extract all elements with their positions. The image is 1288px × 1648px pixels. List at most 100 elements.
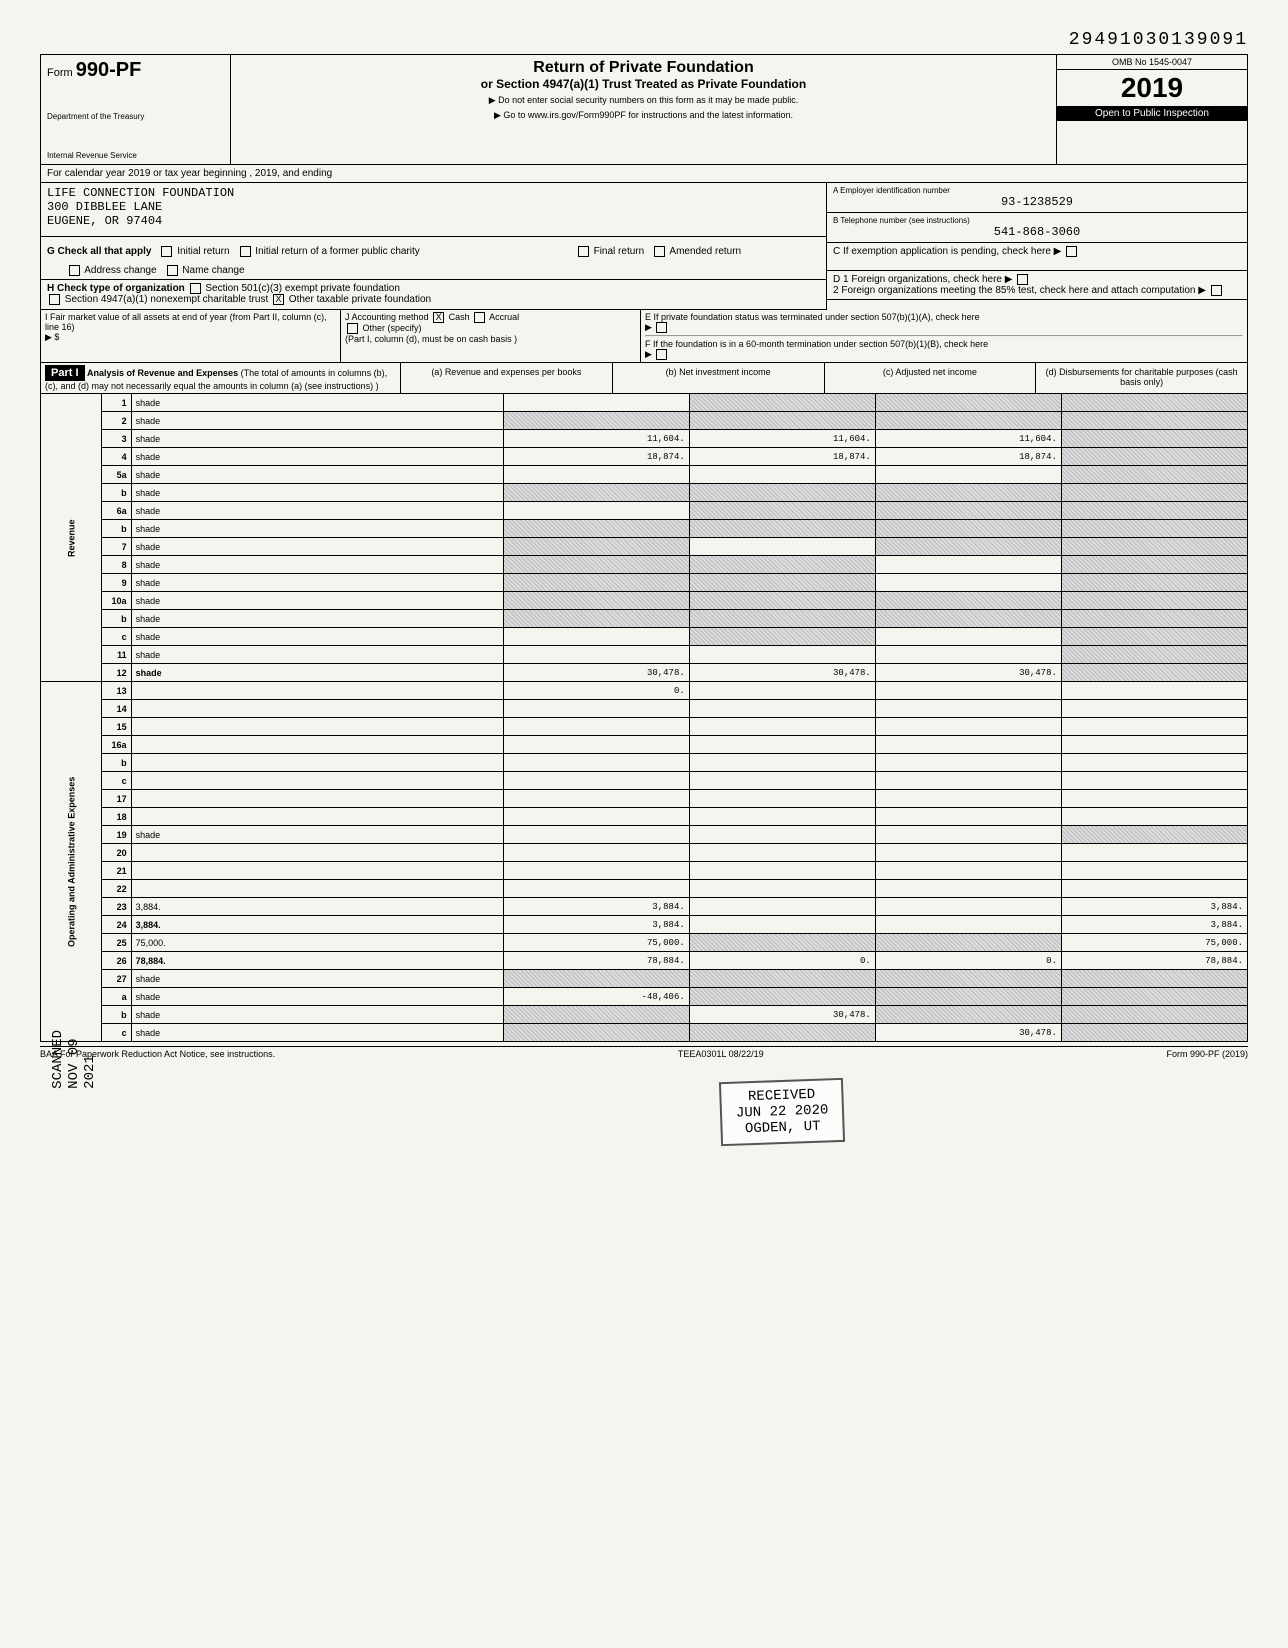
line-description: shade [131, 520, 503, 538]
amount-cell [1061, 538, 1247, 556]
amount-cell [875, 862, 1061, 880]
table-row: 21 [41, 862, 1248, 880]
amount-cell [875, 826, 1061, 844]
j-cash: Cash [449, 312, 470, 322]
table-row: 2678,884.78,884.0.0.78,884. [41, 952, 1248, 970]
j-label: J Accounting method [345, 312, 429, 322]
amount-cell [875, 682, 1061, 700]
checkbox-amended[interactable] [654, 246, 665, 257]
table-row: 12shade30,478.30,478.30,478. [41, 664, 1248, 682]
line-description [131, 718, 503, 736]
amount-cell: 30,478. [875, 664, 1061, 682]
amount-cell [503, 466, 689, 484]
amount-cell [689, 484, 875, 502]
amount-cell [689, 862, 875, 880]
checkbox-address-change[interactable] [69, 265, 80, 276]
checkbox-initial-return[interactable] [161, 246, 172, 257]
amount-cell [1061, 664, 1247, 682]
amount-cell [689, 988, 875, 1006]
amount-cell [689, 646, 875, 664]
amount-cell [875, 520, 1061, 538]
checkbox-d1[interactable] [1017, 274, 1028, 285]
form-title: Return of Private Foundation [239, 59, 1048, 77]
checkbox-final-return[interactable] [578, 246, 589, 257]
phone-label: B Telephone number (see instructions) [833, 216, 1241, 225]
line-description: shade [131, 556, 503, 574]
public-inspection: Open to Public Inspection [1057, 106, 1247, 121]
tax-year: 2019 [1057, 70, 1247, 106]
amount-cell [1061, 610, 1247, 628]
line-number: 8 [101, 556, 131, 574]
line-description: shade [131, 394, 503, 412]
line-number: 15 [101, 718, 131, 736]
amount-cell: 0. [875, 952, 1061, 970]
checkbox-name-change[interactable] [167, 265, 178, 276]
table-row: 18 [41, 808, 1248, 826]
j-accrual: Accrual [489, 312, 519, 322]
line-number: 2 [101, 412, 131, 430]
line-number: 5a [101, 466, 131, 484]
line-description: shade [131, 430, 503, 448]
checkbox-f[interactable] [656, 349, 667, 360]
line-number: 3 [101, 430, 131, 448]
line-number: 14 [101, 700, 131, 718]
line-description: shade [131, 412, 503, 430]
table-row: Revenue1shade [41, 394, 1248, 412]
amount-cell [503, 628, 689, 646]
amount-cell [1061, 628, 1247, 646]
checkbox-e[interactable] [656, 322, 667, 333]
checkbox-d2[interactable] [1211, 285, 1222, 296]
line-number: 21 [101, 862, 131, 880]
checkbox-501c3[interactable] [190, 283, 201, 294]
line-number: b [101, 484, 131, 502]
amount-cell [875, 646, 1061, 664]
amount-cell [875, 808, 1061, 826]
line-description: shade [131, 592, 503, 610]
revenue-section-label: Revenue [41, 394, 102, 682]
checkbox-other-taxable[interactable]: X [273, 294, 284, 305]
part1-title: Analysis of Revenue and Expenses [87, 368, 238, 378]
checkbox-4947a1[interactable] [49, 294, 60, 305]
line-number: 26 [101, 952, 131, 970]
amount-cell [689, 772, 875, 790]
amount-cell [1061, 592, 1247, 610]
line-number: 9 [101, 574, 131, 592]
line-description: 78,884. [131, 952, 503, 970]
line-description: shade [131, 502, 503, 520]
line-description: shade [131, 448, 503, 466]
amount-cell [503, 574, 689, 592]
amount-cell [1061, 556, 1247, 574]
amount-cell [503, 556, 689, 574]
amount-cell [503, 1024, 689, 1042]
line-description [131, 880, 503, 898]
calendar-year-row: For calendar year 2019 or tax year begin… [40, 165, 1248, 183]
amount-cell [1061, 772, 1247, 790]
checkbox-cash[interactable]: X [433, 312, 444, 323]
g-label: G Check all that apply [47, 246, 151, 257]
checkbox-accrual[interactable] [474, 312, 485, 323]
amount-cell [503, 502, 689, 520]
j-other: Other (specify) [363, 323, 422, 333]
line-description [131, 808, 503, 826]
amount-cell [875, 610, 1061, 628]
checkbox-other-method[interactable] [347, 323, 358, 334]
amount-cell: 11,604. [875, 430, 1061, 448]
h-opt3: Other taxable private foundation [289, 295, 431, 306]
table-row: 22 [41, 880, 1248, 898]
amount-cell [875, 970, 1061, 988]
amount-cell [503, 970, 689, 988]
checkbox-c[interactable] [1066, 246, 1077, 257]
stamp-location: OGDEN, UT [736, 1118, 829, 1137]
amount-cell [875, 484, 1061, 502]
amount-cell [1061, 736, 1247, 754]
org-addr1: 300 DIBBLEE LANE [47, 200, 820, 214]
line-description: shade [131, 826, 503, 844]
amount-cell [875, 502, 1061, 520]
checkbox-initial-former[interactable] [240, 246, 251, 257]
d1-label: D 1 Foreign organizations, check here [833, 274, 1002, 285]
amount-cell [503, 862, 689, 880]
amount-cell [503, 880, 689, 898]
line-number: 22 [101, 880, 131, 898]
col-d-header: (d) Disbursements for charitable purpose… [1036, 363, 1247, 393]
amount-cell [875, 556, 1061, 574]
